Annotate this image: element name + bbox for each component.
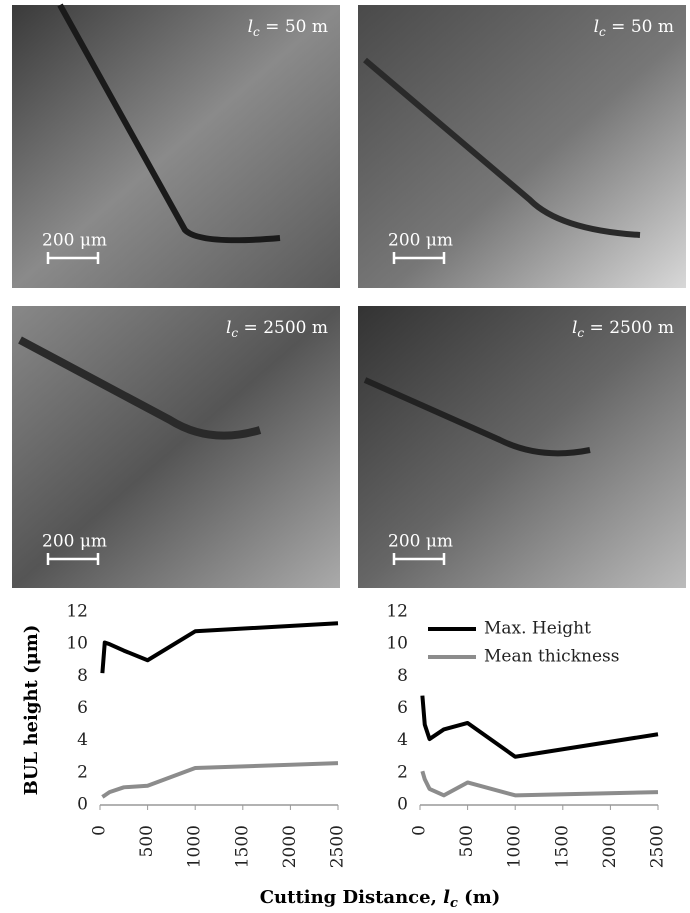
y-tick-label: 8 [397,666,408,686]
y-tick-label: 2 [397,762,408,782]
x-axis-title-subscript: c [450,896,458,911]
x-tick-label: 1000 [505,825,525,868]
series-line [102,763,338,797]
scale-bar-label: 200 μm [42,231,107,251]
panel-label-value: = 50 m [606,17,674,37]
y-tick-label: 12 [386,602,408,622]
x-axis-title-text: Cutting Distance, [260,887,443,908]
figure: lc = 50 m 200 μm lc = 50 m 200 μm lc = 2500 … [0,0,690,913]
y-tick-label: 0 [77,795,88,815]
x-tick-label: 2000 [600,825,620,868]
scale-bar-label: 200 μm [388,231,453,251]
y-tick-label: 10 [386,634,408,654]
panel-label-value: = 2500 m [238,318,328,338]
legend-label: Max. Height [484,619,591,639]
y-tick-label: 8 [77,666,88,686]
y-tick-label: 2 [77,762,88,782]
x-tick-label: 1500 [232,825,252,868]
x-tick-label: 0 [410,825,430,836]
y-tick-label: 6 [77,698,88,718]
x-tick-label: 2500 [328,825,348,868]
x-tick-label: 2000 [280,825,300,868]
sem-images [12,5,686,588]
panel-label: lc = 50 m [594,17,674,39]
panel-label: lc = 50 m [248,17,328,39]
panel-label: lc = 2500 m [226,318,328,340]
y-tick-label: 6 [397,698,408,718]
panel-label: lc = 2500 m [572,318,674,340]
series-line [422,771,658,795]
legend-label: Mean thickness [484,647,619,667]
panel-label-value: = 2500 m [584,318,674,338]
y-tick-label: 4 [77,730,88,750]
y-tick-label: 10 [66,634,88,654]
x-tick-label: 1500 [552,825,572,868]
scale-bar-label: 200 μm [388,532,453,552]
series-line [102,623,338,673]
x-axis-title-unit: (m) [458,887,500,908]
y-axis-title: BUL height (μm) [21,625,42,796]
x-tick-label: 0 [90,825,110,836]
x-axis-title: Cutting Distance, lc (m) [260,887,501,911]
x-tick-label: 500 [457,825,477,857]
series-line [422,696,658,757]
y-tick-label: 12 [66,602,88,622]
y-tick-label: 4 [397,730,408,750]
scale-bar-label: 200 μm [42,532,107,552]
x-tick-label: 500 [137,825,157,857]
panel-label-value: = 50 m [260,17,328,37]
x-tick-label: 1000 [185,825,205,868]
x-tick-label: 2500 [648,825,668,868]
y-tick-label: 0 [397,795,408,815]
